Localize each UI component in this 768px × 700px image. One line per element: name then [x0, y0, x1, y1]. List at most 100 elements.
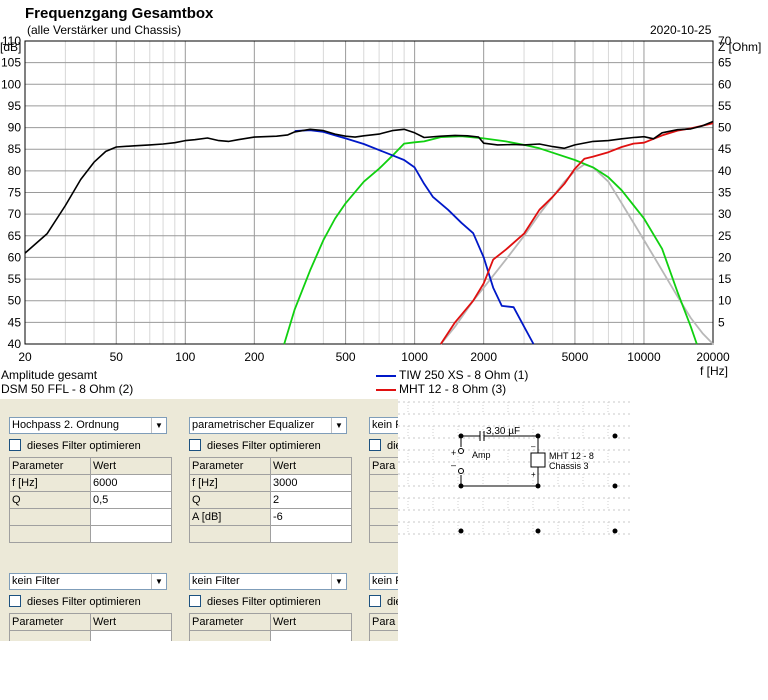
series-line-crossover-reference — [440, 163, 714, 345]
checkbox-box[interactable] — [189, 595, 201, 607]
grid-major — [24, 41, 714, 344]
checkbox-box[interactable] — [189, 439, 201, 451]
checkbox-box[interactable] — [369, 595, 381, 607]
node-dot — [458, 483, 464, 489]
y-tick-label-left: 40 — [8, 337, 22, 351]
legend-series-1: TIW 250 XS - 8 Ohm (1) — [399, 368, 529, 382]
y-tick-label-left: 65 — [8, 229, 22, 243]
chassis-name-label: MHT 12 - 8 — [549, 451, 594, 461]
node-dot — [612, 433, 618, 439]
chevron-down-icon[interactable]: ▼ — [331, 574, 346, 589]
series-line-dsm50-midrange — [283, 135, 698, 345]
filter-type-select-4[interactable]: kein Filter ▼ — [9, 573, 167, 590]
param-table-5: Parameter Wert — [189, 613, 352, 641]
optimize-label: die — [387, 596, 398, 608]
node-dot — [535, 483, 541, 489]
value-cell[interactable]: -6 — [270, 508, 352, 526]
chevron-down-icon[interactable]: ▼ — [151, 418, 166, 433]
param-cell: f [Hz] — [9, 474, 91, 492]
filter-type-value: Hochpass 2. Ordnung — [12, 419, 120, 431]
x-axis-unit: f [Hz] — [700, 364, 729, 378]
optimize-label: die — [387, 440, 398, 452]
optimize-label: dieses Filter optimieren — [207, 596, 321, 608]
y-tick-label-right: 45 — [718, 142, 732, 156]
node-dot — [612, 528, 618, 534]
y-tick-label-right: 5 — [718, 315, 725, 329]
param-table-3: Para — [369, 457, 398, 543]
checkbox-box[interactable] — [369, 439, 381, 451]
minus-label: – — [451, 460, 456, 470]
value-cell[interactable]: 6000 — [90, 474, 172, 492]
y-axis-left-unit: [dB] — [0, 40, 22, 54]
chevron-down-icon[interactable]: ▼ — [331, 418, 346, 433]
y-tick-label-left: 45 — [8, 315, 22, 329]
y-tick-label-left: 75 — [8, 186, 22, 200]
filter-type-select-3[interactable]: kein Filter — [369, 417, 398, 434]
value-cell[interactable]: 2 — [270, 491, 352, 509]
series-line-tiw250-woofer — [294, 129, 535, 345]
param-header: Parameter — [189, 457, 271, 475]
chevron-down-icon[interactable]: ▼ — [151, 574, 166, 589]
value-cell[interactable] — [270, 525, 352, 543]
y-axis-right-unit: Z [Ohm] — [718, 40, 762, 54]
y-tick-label-right: 60 — [718, 77, 732, 91]
value-cell[interactable] — [90, 525, 172, 543]
node-dot — [612, 483, 618, 489]
optimize-checkbox-1[interactable]: dieses Filter optimieren — [9, 439, 141, 452]
filter-type-select-5[interactable]: kein Filter ▼ — [189, 573, 347, 590]
y-tick-label-left: 50 — [8, 294, 22, 308]
optimize-checkbox-2[interactable]: dieses Filter optimieren — [189, 439, 321, 452]
circuit-wires — [460, 431, 546, 487]
optimize-checkbox-4[interactable]: dieses Filter optimieren — [9, 595, 141, 608]
y-tick-label-left: 95 — [8, 99, 22, 113]
node-dot — [535, 528, 541, 534]
param-header: Parameter — [9, 613, 91, 631]
optimize-checkbox-3[interactable]: die — [369, 439, 398, 452]
optimize-checkbox-6[interactable]: die — [369, 595, 398, 608]
param-header: Parameter — [9, 457, 91, 475]
legend-swatch-1 — [376, 375, 396, 377]
legend-swatch-3 — [376, 389, 396, 391]
breadboard-grid — [398, 401, 633, 535]
filter-type-value: kein Filter — [12, 575, 60, 587]
optimize-checkbox-5[interactable]: dieses Filter optimieren — [189, 595, 321, 608]
optimize-label: dieses Filter optimieren — [27, 596, 141, 608]
y-tick-label-right: 15 — [718, 272, 732, 286]
param-cell: Q — [189, 491, 271, 509]
chassis-plus-label: + — [531, 470, 536, 479]
y-tick-label-right: 70 — [718, 34, 732, 48]
y-tick-label-left: 110 — [2, 34, 21, 48]
value-cell[interactable] — [90, 508, 172, 526]
chassis-number-label: Chassis 3 — [549, 461, 589, 471]
x-tick-label: 10000 — [627, 350, 661, 364]
filter-type-value: kein Filter — [372, 575, 398, 587]
series-lines — [24, 120, 714, 345]
filter-type-select-1[interactable]: Hochpass 2. Ordnung ▼ — [9, 417, 167, 434]
param-cell — [9, 525, 91, 543]
node-dot — [458, 528, 464, 534]
axis-ticks: 20 50 100 200 500 1000 2000 5000 10000 20000 40 45 5… — [1, 34, 732, 364]
capacitor-label: 3,30 µF — [486, 426, 520, 437]
value-cell[interactable]: 3000 — [270, 474, 352, 492]
filter-type-select-6[interactable]: kein Filter — [369, 573, 398, 590]
y-tick-label-right: 30 — [718, 207, 732, 221]
plus-label: + — [451, 448, 456, 458]
checkbox-box[interactable] — [9, 595, 21, 607]
y-tick-label-right: 35 — [718, 186, 732, 200]
filter-type-select-2[interactable]: parametrischer Equalizer ▼ — [189, 417, 347, 434]
param-header: Para — [369, 613, 398, 631]
filter-panel: Hochpass 2. Ordnung ▼ dieses Filter opti… — [0, 399, 398, 641]
x-tick-label: 5000 — [562, 350, 589, 364]
y-tick-label-left: 60 — [8, 250, 22, 264]
value-cell[interactable]: 0,5 — [90, 491, 172, 509]
param-cell — [9, 508, 91, 526]
value-header: Wert — [270, 613, 352, 631]
chart-title: Frequenzgang Gesamtbox — [25, 5, 214, 22]
checkbox-box[interactable] — [9, 439, 21, 451]
optimize-label: dieses Filter optimieren — [27, 440, 141, 452]
value-header: Wert — [90, 457, 172, 475]
y-tick-label-left: 90 — [8, 121, 22, 135]
param-table-6: Para — [369, 613, 398, 641]
filter-type-value: parametrischer Equalizer — [192, 419, 315, 431]
x-tick-label: 1000 — [401, 350, 428, 364]
